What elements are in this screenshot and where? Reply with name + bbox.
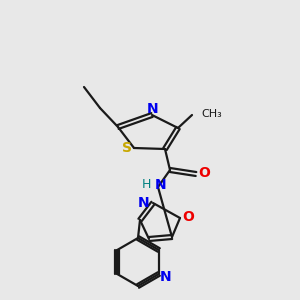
Text: S: S xyxy=(122,141,132,155)
Text: N: N xyxy=(147,102,159,116)
Text: N: N xyxy=(155,178,167,192)
Text: O: O xyxy=(182,210,194,224)
Text: CH₃: CH₃ xyxy=(201,109,222,119)
Text: O: O xyxy=(198,166,210,180)
Text: N: N xyxy=(138,196,150,210)
Text: H: H xyxy=(141,178,151,191)
Text: N: N xyxy=(160,270,172,284)
